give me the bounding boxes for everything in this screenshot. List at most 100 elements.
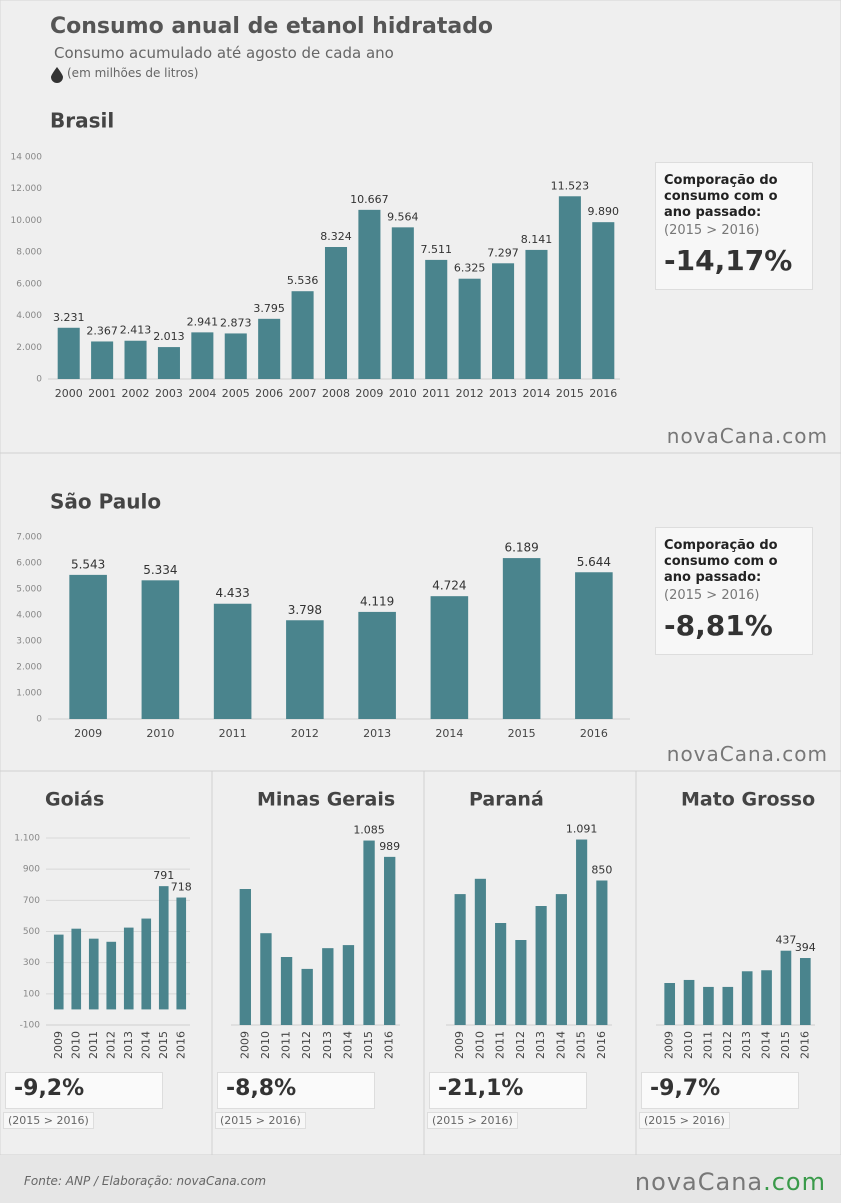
chart-title: Mato Grosso xyxy=(681,789,815,811)
y-tick-label: 3.000 xyxy=(16,637,42,647)
value-label: 5.644 xyxy=(577,555,611,569)
x-tick-label: 2002 xyxy=(122,387,150,400)
x-tick-label: 2015 xyxy=(779,1031,792,1059)
bar xyxy=(91,341,114,379)
comparison-label: Comporação do consumo com o ano passado: xyxy=(664,538,778,585)
y-tick-label: 4.000 xyxy=(16,611,42,621)
bar xyxy=(722,986,734,1025)
y-tick-label: 1.000 xyxy=(16,689,42,699)
comparison-box: Comporação do consumo com o ano passado:… xyxy=(655,527,813,655)
chart-title: Minas Gerais xyxy=(257,789,395,811)
title: Consumo anual de etanol hidratado xyxy=(50,14,494,39)
value-label: 7.511 xyxy=(420,243,452,256)
bar xyxy=(683,979,695,1025)
x-tick-label: 2013 xyxy=(122,1031,135,1059)
x-tick-label: 2010 xyxy=(69,1031,82,1059)
chart-title: São Paulo xyxy=(50,490,161,514)
y-tick-label: 12.000 xyxy=(11,184,43,194)
x-tick-label: 2015 xyxy=(362,1031,375,1059)
bar xyxy=(664,983,676,1025)
x-tick-label: 2009 xyxy=(355,387,383,400)
comparison-period: (2015 > 2016) xyxy=(639,1112,730,1129)
x-tick-label: 2012 xyxy=(300,1031,313,1059)
logo-domain: .com xyxy=(774,742,828,766)
x-tick-label: 2010 xyxy=(146,727,174,740)
bar xyxy=(71,928,82,1010)
logo-domain: .com xyxy=(774,424,828,448)
comparison-change: -8,8% xyxy=(226,1076,297,1101)
value-label: 1.091 xyxy=(566,823,598,836)
comparison-change: -8,81% xyxy=(664,609,773,642)
y-tick-label: 500 xyxy=(23,927,40,937)
logo: novaCana.com xyxy=(667,424,828,448)
y-tick-label: 1.100 xyxy=(14,834,40,844)
bar xyxy=(495,923,507,1025)
value-label: 3.798 xyxy=(288,603,322,617)
y-tick-label: 700 xyxy=(23,896,40,906)
value-label: 5.543 xyxy=(71,557,105,571)
comparison-period: (2015 > 2016) xyxy=(3,1112,94,1129)
x-tick-label: 2003 xyxy=(155,387,183,400)
footer-bg xyxy=(0,1155,841,1203)
x-tick-label: 2010 xyxy=(682,1031,695,1059)
x-tick-label: 2015 xyxy=(157,1031,170,1059)
x-tick-label: 2016 xyxy=(174,1031,187,1059)
bar xyxy=(301,968,313,1025)
bar xyxy=(384,856,396,1025)
bar xyxy=(525,249,548,379)
logo: novaCana.com xyxy=(667,742,828,766)
bar xyxy=(358,209,381,379)
comparison-change: -14,17% xyxy=(664,244,793,277)
x-tick-label: 2010 xyxy=(389,387,417,400)
bar xyxy=(322,948,334,1025)
comparison-box: -8,8% xyxy=(217,1072,375,1109)
bar xyxy=(88,938,99,1010)
bar xyxy=(558,196,581,379)
x-tick-label: 2009 xyxy=(74,727,102,740)
x-tick-label: 2013 xyxy=(534,1031,547,1059)
x-tick-label: 2009 xyxy=(453,1031,466,1059)
bar xyxy=(260,933,272,1025)
y-tick-label: 8.000 xyxy=(16,248,42,258)
x-tick-label: 2012 xyxy=(291,727,319,740)
x-tick-label: 2015 xyxy=(508,727,536,740)
x-tick-label: 2012 xyxy=(456,387,484,400)
x-tick-label: 2010 xyxy=(259,1031,272,1059)
y-tick-label: 4.000 xyxy=(16,311,42,321)
value-label: 8.324 xyxy=(320,230,352,243)
source: Fonte: ANP / Elaboração: novaCana.com xyxy=(24,1174,267,1188)
comparison-period: (2015 > 2016) xyxy=(664,223,760,238)
subtitle: Consumo acumulado até agosto de cada ano xyxy=(54,44,394,62)
value-label: 4.119 xyxy=(360,594,394,608)
x-tick-label: 2014 xyxy=(341,1031,354,1059)
bar xyxy=(555,894,567,1025)
bar xyxy=(502,558,541,719)
bar xyxy=(324,247,348,379)
x-tick-label: 2010 xyxy=(473,1031,486,1059)
y-tick-label: 6.000 xyxy=(16,279,42,289)
y-tick-label: 300 xyxy=(23,958,40,968)
comparison-box: Comporação do consumo com o ano passado:… xyxy=(655,162,813,290)
logo-name: novaCana xyxy=(666,424,775,448)
bar xyxy=(57,327,80,379)
bar xyxy=(391,227,414,379)
x-tick-label: 2014 xyxy=(435,727,463,740)
value-label: 6.189 xyxy=(504,541,538,555)
x-tick-label: 2000 xyxy=(55,387,83,400)
x-tick-label: 2011 xyxy=(494,1031,507,1059)
y-tick-label: 14 000 xyxy=(11,153,43,163)
x-tick-label: 2014 xyxy=(760,1031,773,1059)
bar xyxy=(703,986,714,1025)
bar xyxy=(286,620,324,719)
x-tick-label: 2011 xyxy=(280,1031,293,1059)
value-label: 1.085 xyxy=(353,824,385,837)
bar xyxy=(224,333,247,379)
bar xyxy=(342,945,355,1025)
drop-icon xyxy=(51,67,63,83)
x-tick-label: 2008 xyxy=(322,387,350,400)
x-tick-label: 2011 xyxy=(701,1031,714,1059)
bar xyxy=(106,941,117,1010)
value-label: 9.890 xyxy=(588,205,620,218)
bar xyxy=(799,958,811,1025)
